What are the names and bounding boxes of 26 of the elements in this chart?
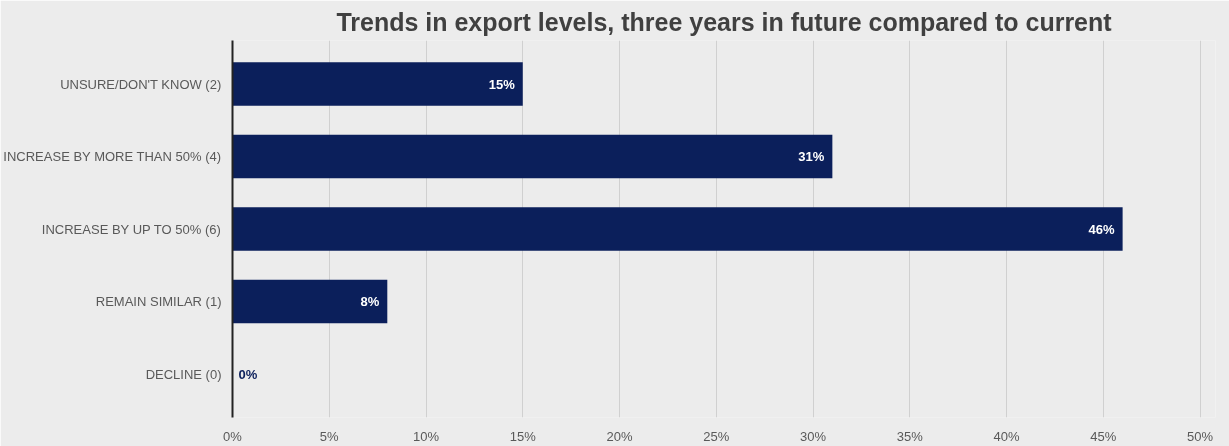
x-tick-label: 15% — [509, 428, 537, 444]
bar — [232, 62, 523, 106]
x-tick-label: 5% — [319, 428, 340, 444]
x-tick-label: 20% — [606, 428, 633, 444]
bar — [232, 279, 388, 324]
data-label: 0% — [238, 366, 258, 382]
y-tick-label: INCREASE BY MORE THAN 50% (4) — [3, 149, 222, 164]
x-tick-label: 30% — [800, 428, 827, 444]
x-tick-label: 45% — [1090, 428, 1117, 444]
y-tick-label: DECLINE (0) — [145, 366, 222, 382]
bar — [232, 134, 833, 179]
chart-title: Trends in export levels, three years in future compared to current — [336, 7, 1113, 36]
y-tick-label: REMAIN SIMILAR (1) — [95, 294, 222, 309]
bar — [232, 207, 1123, 251]
y-tick-label: UNSURE/DON'T KNOW (2) — [60, 76, 222, 92]
x-tick-label: 35% — [896, 428, 924, 444]
data-label: 8% — [360, 294, 380, 309]
x-tick-label: 10% — [412, 428, 440, 444]
data-label: 15% — [488, 76, 516, 92]
y-tick-label: INCREASE BY UP TO 50% (6) — [41, 221, 221, 237]
data-label: 46% — [1088, 221, 1116, 237]
x-tick-label: 40% — [993, 428, 1020, 444]
x-tick-label: 50% — [1187, 428, 1214, 444]
x-tick-label: 25% — [703, 428, 730, 444]
data-label: 31% — [798, 149, 825, 164]
x-tick-label: 0% — [223, 428, 243, 444]
